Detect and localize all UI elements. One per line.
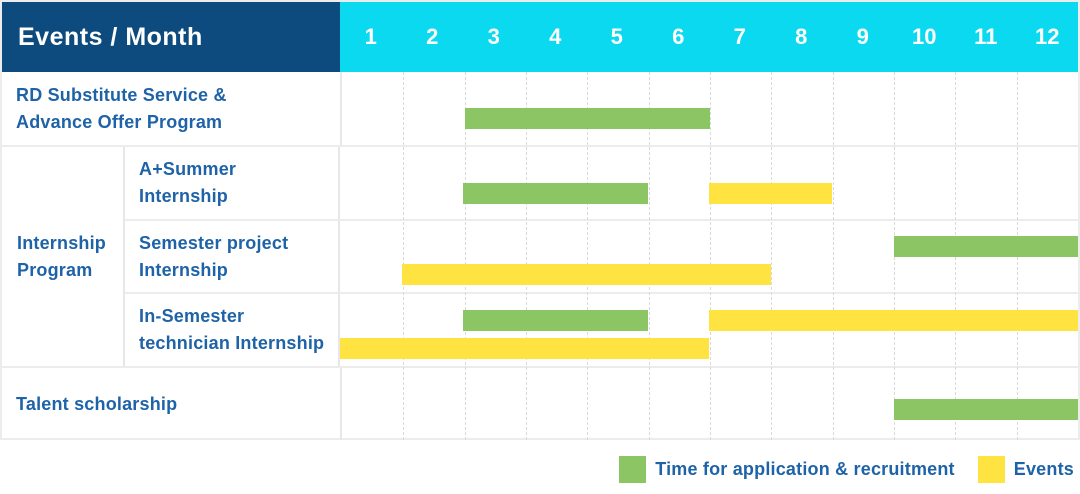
event-bar xyxy=(709,183,832,204)
header-row: Events / Month 1 2 3 4 5 6 7 8 9 10 11 1… xyxy=(2,2,1078,72)
row-label-line: technician Internship xyxy=(139,333,325,353)
event-bar xyxy=(340,338,709,359)
internship-program-group: Internship Program A+Summer Internship S… xyxy=(2,145,1078,366)
application-bar xyxy=(893,236,1078,257)
legend-item-application: Time for application & recruitment xyxy=(619,456,955,483)
table-body: RD Substitute Service & Advance Offer Pr… xyxy=(2,72,1078,440)
row-label-line: A+Summer xyxy=(139,159,237,179)
row-a-summer-internship: A+Summer Internship xyxy=(125,147,1078,219)
row-grid xyxy=(338,221,1078,292)
application-bar xyxy=(464,108,710,129)
month-header-cell: 11 xyxy=(974,24,998,49)
row-label: Talent scholarship xyxy=(2,368,340,440)
month-header-cell: 1 xyxy=(364,24,377,49)
row-label-line: RD Substitute Service & xyxy=(16,84,227,105)
month-header-cell: 10 xyxy=(912,24,937,49)
event-bar xyxy=(401,264,771,285)
row-in-semester-technician-internship: In-Semester technician Internship xyxy=(125,292,1078,366)
row-label: A+Summer Internship xyxy=(125,147,338,219)
month-header-cell: 2 xyxy=(426,24,439,49)
month-header-cell: 9 xyxy=(856,24,869,49)
legend-item-events: Events xyxy=(977,456,1074,483)
row-label-line: Internship xyxy=(139,186,229,206)
row-label-line: Semester project xyxy=(139,232,289,253)
application-bar xyxy=(463,310,648,331)
legend-label: Events xyxy=(1013,459,1074,479)
row-label: RD Substitute Service & Advance Offer Pr… xyxy=(2,72,340,145)
events-month-header: Events / Month xyxy=(2,2,340,72)
events-swatch-icon xyxy=(977,456,1005,483)
row-grid xyxy=(340,72,1078,145)
month-header-cell: 3 xyxy=(487,24,500,49)
row-label-line: Internship xyxy=(139,259,229,280)
row-grid xyxy=(338,294,1078,366)
month-header-cell: 5 xyxy=(610,24,623,49)
month-header-cell: 12 xyxy=(1035,24,1060,49)
month-header-cell: 8 xyxy=(795,24,808,49)
application-bar xyxy=(463,183,648,204)
event-bar xyxy=(709,310,1078,331)
months-header: 1 2 3 4 5 6 7 8 9 10 11 12 xyxy=(340,2,1078,72)
legend-label: Time for application & recruitment xyxy=(655,459,955,479)
group-label-line: Program xyxy=(17,259,93,280)
group-label-line: Internship xyxy=(17,232,107,253)
events-month-label: Events / Month xyxy=(18,22,203,51)
row-label-line: In-Semester xyxy=(139,306,245,326)
row-rd-substitute-service: RD Substitute Service & Advance Offer Pr… xyxy=(2,72,1078,145)
application-swatch-icon xyxy=(619,456,647,483)
row-semester-project-internship: Semester project Internship xyxy=(125,219,1078,292)
row-grid xyxy=(340,368,1078,440)
row-grid xyxy=(338,147,1078,219)
group-label-internship-program: Internship Program xyxy=(2,147,125,366)
row-label-line: Advance Offer Program xyxy=(16,111,223,132)
row-label: Semester project Internship xyxy=(125,221,338,292)
row-talent-scholarship: Talent scholarship xyxy=(2,366,1078,440)
month-header-cell: 7 xyxy=(733,24,746,49)
gantt-table: Events / Month 1 2 3 4 5 6 7 8 9 10 11 1… xyxy=(0,0,1080,440)
row-label: In-Semester technician Internship xyxy=(125,294,338,366)
month-header-cell: 6 xyxy=(672,24,685,49)
month-header-cell: 4 xyxy=(549,24,562,49)
application-bar xyxy=(894,399,1078,420)
group-rows: A+Summer Internship Semester project Int… xyxy=(125,147,1078,366)
legend: Time for application & recruitment Event… xyxy=(619,456,1074,483)
row-label-line: Talent scholarship xyxy=(16,393,178,414)
